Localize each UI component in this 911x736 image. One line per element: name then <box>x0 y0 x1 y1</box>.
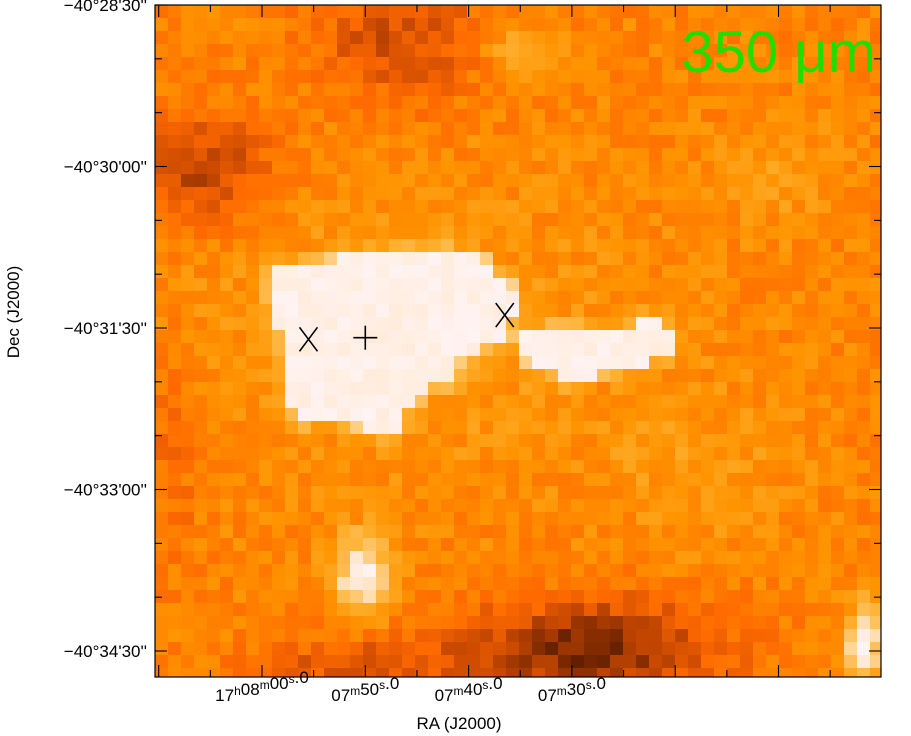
dec-tick-label: −40°28'30'' <box>64 0 147 15</box>
dec-tick-label: −40°30'00'' <box>64 158 147 177</box>
x-axis-title: RA (J2000) <box>416 714 501 733</box>
x-marker <box>298 326 319 352</box>
dec-tick-labels: −40°28'30'' −40°30'00'' −40°31'30'' −40°33'… <box>64 0 147 661</box>
ra-tick-labels: 17h08m00s.0 07m50s.0 07m40s.0 07m30s.0 <box>215 668 606 705</box>
plot-frame <box>154 4 882 678</box>
y-axis-title: Dec (J2000) <box>4 266 23 359</box>
axis-ticks <box>155 4 881 677</box>
dec-tick-label: −40°31'30'' <box>64 319 147 338</box>
plus-marker <box>353 325 378 350</box>
dec-tick-label: −40°34'30'' <box>64 642 147 661</box>
band-label: 350 μm <box>681 20 876 85</box>
ra-tick-label: 07m40s.0 <box>435 674 503 705</box>
x-marker <box>495 302 515 328</box>
intensity-heatmap <box>155 5 881 677</box>
source-markers <box>298 302 515 352</box>
dec-tick-label: −40°33'00'' <box>64 481 147 500</box>
ra-tick-label: 17h08m00s.0 <box>215 668 309 705</box>
ra-tick-label: 07m50s.0 <box>331 674 399 705</box>
ra-tick-label: 07m30s.0 <box>538 674 606 705</box>
